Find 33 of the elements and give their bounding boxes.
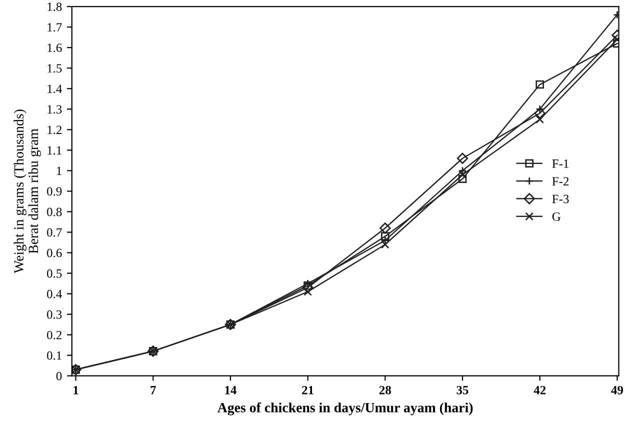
y-tick-label: 1.8 (48, 2, 62, 12)
legend-label: G (552, 212, 560, 221)
y-tick-label: 0.6 (47, 248, 62, 258)
y-tick-label: 1.1 (48, 146, 62, 155)
y-tick-label: 1.6 (48, 44, 62, 52)
y-tick-label: 1.5 (48, 64, 62, 73)
y-tick-label: 0.5 (47, 269, 62, 278)
y-tick-label: 0.3 (47, 310, 62, 319)
y-tick-label: 1.2 (48, 126, 62, 134)
x-tick-label: 7 (150, 386, 156, 394)
legend-label: F-3 (552, 194, 569, 204)
y-tick-label: 0.2 (47, 330, 62, 340)
y-tick-label: 1 (57, 166, 62, 176)
x-tick-label: 35 (456, 386, 468, 394)
legend-label: F-1 (552, 159, 568, 168)
y-tick-label: 0.4 (47, 290, 62, 298)
y-tick-label: 1.3 (48, 105, 62, 114)
x-tick-label: 42 (534, 386, 546, 394)
y-tick-label: 0.8 (47, 208, 62, 216)
x-tick-label: 14 (225, 386, 236, 394)
x-tick-label: 21 (302, 386, 314, 394)
y-tick-label: 0.7 (47, 228, 62, 237)
y-tick-label: 1.4 (48, 84, 62, 94)
y-tick-label: 1.7 (48, 23, 62, 32)
x-axis-title: Ages of chickens in days/Umur ayam (hari) (217, 402, 473, 416)
x-tick-label: 28 (379, 386, 391, 394)
x-tick-label: 49 (611, 386, 623, 394)
legend-label: F-2 (552, 177, 569, 186)
y-tick-label: 0.1 (47, 351, 62, 360)
x-tick-label: 1 (74, 386, 78, 394)
y-tick-label: 0.9 (47, 187, 62, 196)
y-tick-label: 0 (56, 372, 62, 380)
y-axis-title: Weight in grams (Thousands) Berat dalam ribu gram (14, 110, 41, 274)
